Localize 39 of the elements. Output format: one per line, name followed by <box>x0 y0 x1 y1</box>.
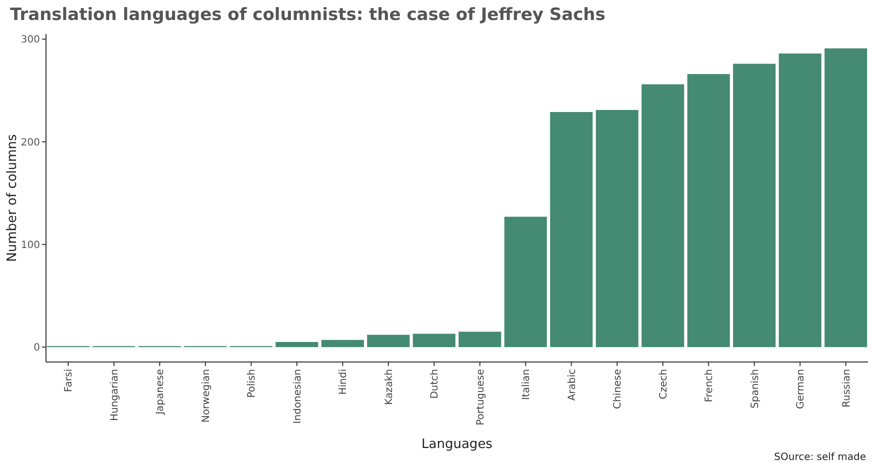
x-tick-label: Farsi <box>64 369 75 392</box>
x-tick-label: Japanese <box>155 369 166 416</box>
x-tick-label: Italian <box>521 369 532 400</box>
x-tick-label: Dutch <box>430 369 441 399</box>
bar <box>276 342 318 348</box>
bar <box>504 216 547 348</box>
bar <box>412 334 456 348</box>
x-tick-label: Portuguese <box>475 369 486 426</box>
x-tick-label: French <box>704 369 716 402</box>
x-tick-label: Indonesian <box>292 369 304 424</box>
x-tick-label: Spanish <box>750 369 761 408</box>
bar <box>778 54 822 348</box>
x-tick-label: Russian <box>841 369 852 408</box>
x-tick-label: Hungarian <box>109 369 120 422</box>
x-tick-label: Polish <box>246 369 258 398</box>
bar <box>596 110 638 348</box>
bar <box>733 64 776 348</box>
chart-title: Translation languages of columnists: the case of Jeffrey Sachs <box>10 5 606 25</box>
y-tick-label: 0 <box>34 342 40 354</box>
bar <box>550 112 593 348</box>
bar <box>458 332 502 348</box>
x-tick-label: German <box>796 369 807 410</box>
bar <box>687 74 730 348</box>
x-tick-label: Hindi <box>338 369 350 395</box>
bar <box>642 84 684 348</box>
x-tick-label: Kazakh <box>384 369 395 406</box>
x-tick-label: Czech <box>658 369 670 400</box>
x-axis-title: Languages <box>422 437 493 452</box>
y-tick-label: 300 <box>20 34 40 46</box>
x-tick-label: Norwegian <box>200 369 212 423</box>
bar <box>824 48 868 348</box>
y-tick-label: 200 <box>20 137 40 148</box>
bar <box>321 340 364 348</box>
x-tick-label: Chinese <box>612 369 624 409</box>
y-tick-label: 100 <box>20 240 40 251</box>
y-axis-title: Number of columns <box>5 134 20 262</box>
x-tick-label: Arabic <box>566 369 578 401</box>
bar <box>367 334 410 348</box>
source-note: SOurce: self made <box>774 452 866 463</box>
